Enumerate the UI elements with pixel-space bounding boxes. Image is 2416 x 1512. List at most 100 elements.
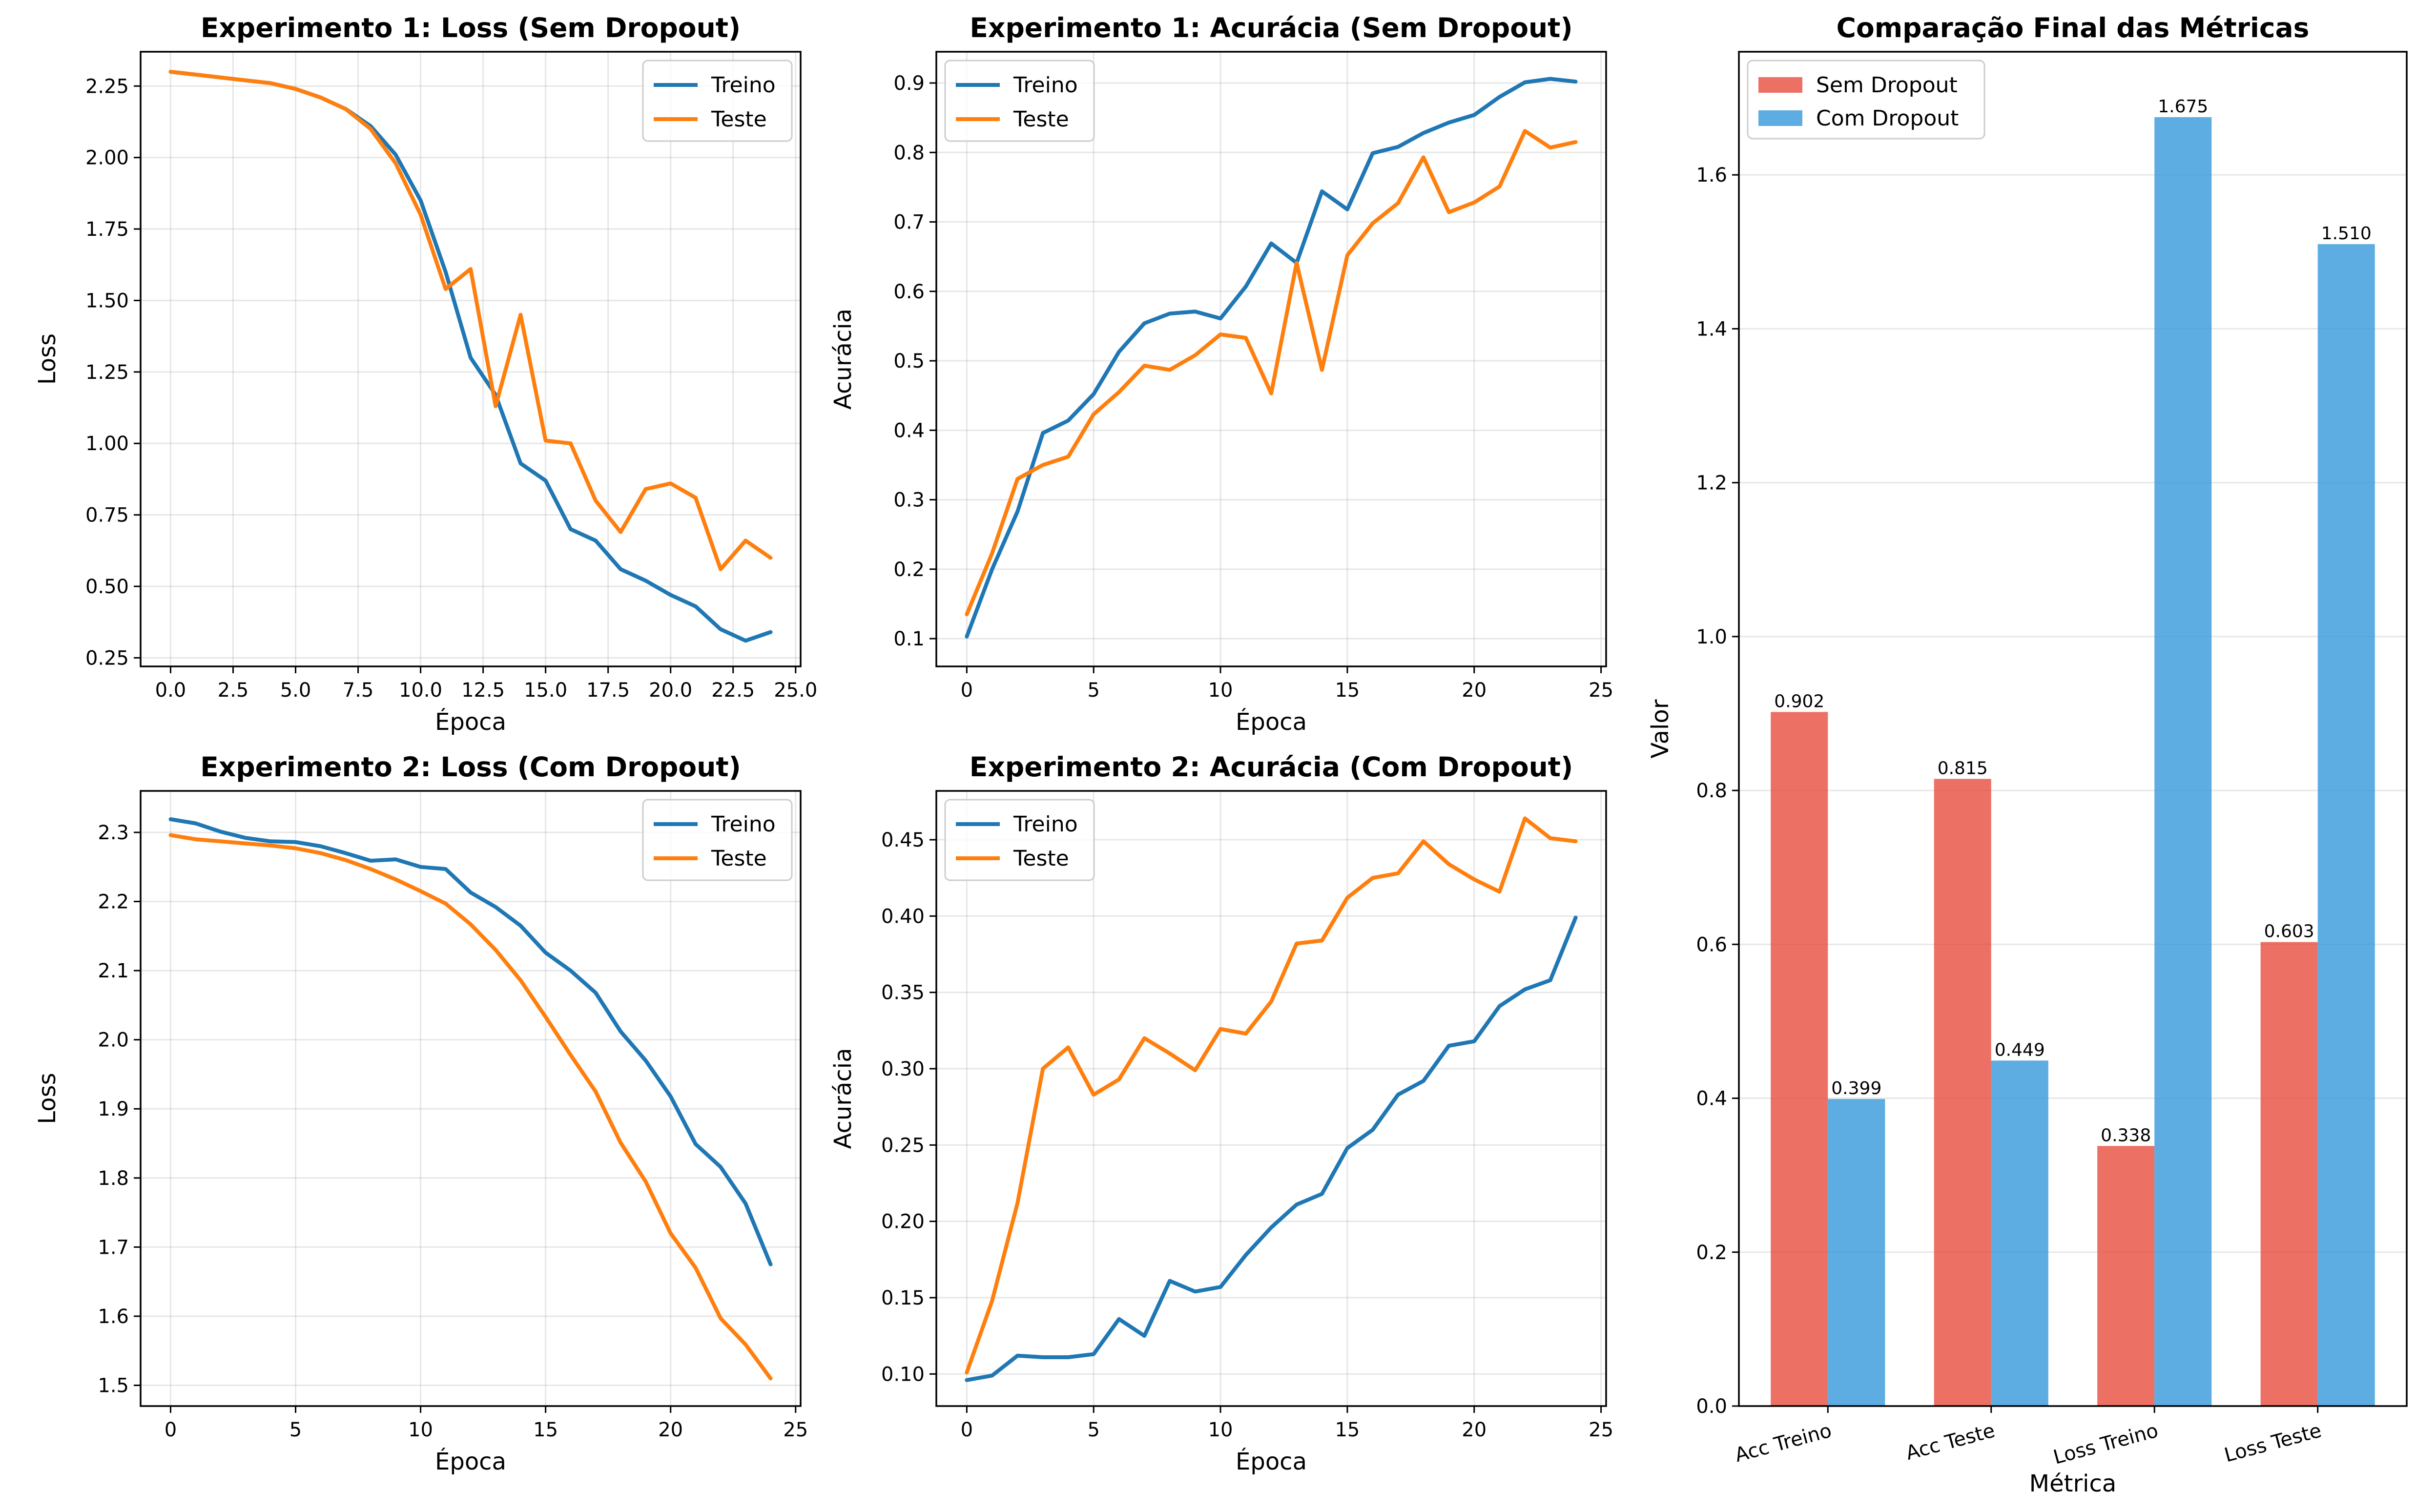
series-line-treino — [168, 817, 773, 1266]
y-tick-label: 0.3 — [893, 489, 925, 512]
y-tick-label: 0.2 — [893, 559, 925, 581]
y-tick-label: 0.25 — [85, 647, 129, 669]
x-axis-label: Métrica — [2029, 1470, 2117, 1497]
legend-label-teste: Teste — [711, 846, 767, 871]
x-tick-label: 12.5 — [461, 679, 505, 702]
legend: Treino Teste — [642, 60, 793, 142]
y-tick-label: 1.5 — [98, 1375, 129, 1397]
legend: Treino Teste — [944, 799, 1095, 881]
x-tick-label: 0.0 — [155, 679, 186, 702]
bar-sem-dropout — [2097, 1146, 2155, 1406]
y-tick-label: 0.7 — [893, 211, 925, 234]
bar-sem-dropout — [1771, 712, 1828, 1406]
bar-value-label: 0.399 — [1831, 1078, 1881, 1098]
bar-chart-panel: 0.0 0.2 0.4 0.6 0.8 1.0 1.2 1.4 1.6 0.902 0.815 0.3… — [1647, 12, 2408, 1497]
line-chart-panel-2: 0 5 10 15 20 25 0.1 0.2 0.3 0.4 0.5 0.6 0.7 0.8 0.9 Exp… — [829, 12, 1613, 736]
y-tick-label: 1.4 — [1696, 318, 1727, 340]
legend-label-teste: Teste — [1013, 846, 1069, 871]
y-tick-label: 0.20 — [881, 1211, 925, 1233]
x-tick-label: 20 — [1462, 679, 1487, 702]
legend-label-treino: Treino — [711, 812, 776, 837]
y-tick-label: 1.00 — [85, 433, 129, 455]
plot-frame — [935, 790, 1607, 1407]
y-tick-label: 2.3 — [98, 822, 129, 844]
x-tick-label: 0 — [961, 679, 973, 702]
series-line-treino — [965, 915, 1578, 1382]
y-tick-label: 1.8 — [98, 1167, 129, 1190]
line-chart-panel-1: 0.0 2.5 5.0 7.5 10.0 12.5 15.0 17.5 20.0 22.5 25.0… — [34, 12, 817, 736]
x-tick-label: 10.0 — [399, 679, 442, 702]
y-tick-label: 0.35 — [881, 982, 925, 1004]
plot-frame — [140, 790, 802, 1407]
bar-sem-dropout — [2260, 942, 2318, 1406]
x-tick-label: 25 — [1589, 1419, 1613, 1441]
x-tick-label: 10 — [1208, 679, 1233, 702]
y-axis-label: Loss — [34, 1073, 61, 1124]
x-tick-label: 5 — [1087, 679, 1099, 702]
y-axis-label: Loss — [34, 333, 61, 385]
series-line-teste — [168, 833, 773, 1381]
legend: Sem Dropout Com Dropout — [1747, 60, 1985, 140]
x-tick-label: 20 — [1462, 1419, 1487, 1441]
chart-title: Comparação Final das Métricas — [1837, 12, 2310, 43]
y-tick-label: 0.50 — [85, 576, 129, 598]
plot-frame — [140, 51, 802, 667]
x-tick-label: 0 — [961, 1419, 973, 1441]
x-axis-label: Época — [435, 708, 506, 736]
legend-label-sem-dropout: Sem Dropout — [1816, 73, 1958, 98]
y-tick-label: 0.5 — [893, 350, 925, 373]
bar-value-label: 0.815 — [1938, 758, 1988, 778]
line-chart-panel-3: 0 5 10 15 20 25 1.5 1.6 1.7 1.8 1.9 2.0 2.1 2.2 2.3 Exp… — [34, 751, 808, 1475]
bar-value-label: 0.603 — [2264, 922, 2314, 942]
y-tick-label: 2.25 — [85, 75, 129, 98]
legend-label-treino: Treino — [711, 73, 776, 98]
x-tick-label: 15 — [1335, 1419, 1360, 1441]
x-tick-label: 20.0 — [649, 679, 692, 702]
x-tick-label: 25 — [1589, 679, 1613, 702]
y-tick-label: 0.10 — [881, 1363, 925, 1386]
legend-swatch-sem-dropout — [1758, 77, 1802, 93]
y-tick-label: 0.30 — [881, 1058, 925, 1080]
x-tick-label: 5.0 — [280, 679, 311, 702]
x-tick-label: Acc Teste — [1903, 1419, 1997, 1465]
legend-box — [1747, 60, 1985, 140]
x-tick-label: 17.5 — [586, 679, 630, 702]
series-line-treino — [965, 77, 1578, 639]
y-tick-label: 0.9 — [893, 72, 925, 95]
y-tick-label: 2.0 — [98, 1029, 129, 1052]
y-tick-label: 0.6 — [1696, 933, 1727, 956]
y-tick-label: 2.2 — [98, 891, 129, 913]
x-tick-label: Loss Treino — [2051, 1419, 2161, 1469]
series-line-teste — [965, 816, 1578, 1375]
legend-label-treino: Treino — [1013, 73, 1078, 98]
x-axis-label: Época — [435, 1448, 506, 1475]
legend: Treino Teste — [642, 799, 793, 881]
bar-value-label: 0.338 — [2101, 1125, 2151, 1145]
x-tick-label: Loss Teste — [2222, 1419, 2324, 1467]
x-axis-label: Época — [1236, 1448, 1307, 1475]
legend: Treino Teste — [944, 60, 1095, 142]
bar-com-dropout — [1828, 1099, 1885, 1406]
bar-com-dropout — [1991, 1060, 2048, 1406]
bar-value-label: 0.902 — [1774, 691, 1824, 711]
y-axis-label: Valor — [1647, 699, 1674, 758]
legend-label-treino: Treino — [1013, 812, 1078, 837]
x-tick-label: 15 — [1335, 679, 1360, 702]
chart-title: Experimento 2: Loss (Com Dropout) — [200, 751, 741, 783]
series-line-teste — [965, 129, 1578, 617]
bar-com-dropout — [2154, 117, 2212, 1406]
y-tick-label: 0.8 — [893, 142, 925, 164]
y-tick-label: 0.0 — [1696, 1395, 1727, 1418]
y-tick-label: 1.0 — [1696, 626, 1727, 648]
y-tick-label: 1.6 — [1696, 164, 1727, 186]
x-tick-label: 20 — [658, 1419, 683, 1441]
y-tick-label: 1.2 — [1696, 472, 1727, 495]
bar-value-label: 1.675 — [2158, 97, 2208, 117]
x-tick-label: 10 — [1208, 1419, 1233, 1441]
series-line-teste — [168, 70, 773, 571]
x-tick-label: 25 — [783, 1419, 808, 1441]
y-tick-label: 1.75 — [85, 218, 129, 241]
y-axis-label: Acurácia — [829, 1048, 857, 1149]
y-tick-label: 0.75 — [85, 504, 129, 527]
